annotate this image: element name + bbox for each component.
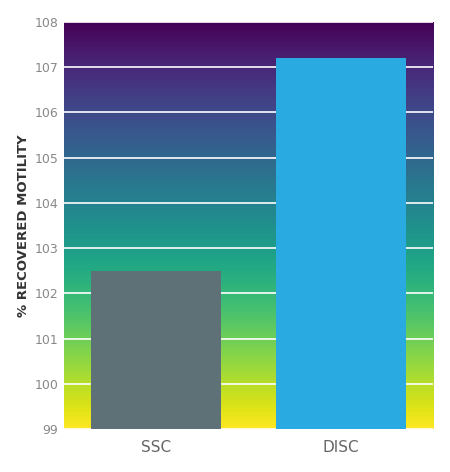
Bar [91,271,221,429]
Bar [276,58,405,429]
Y-axis label: % RECOVERED MOTILITY: % RECOVERED MOTILITY [17,134,30,317]
